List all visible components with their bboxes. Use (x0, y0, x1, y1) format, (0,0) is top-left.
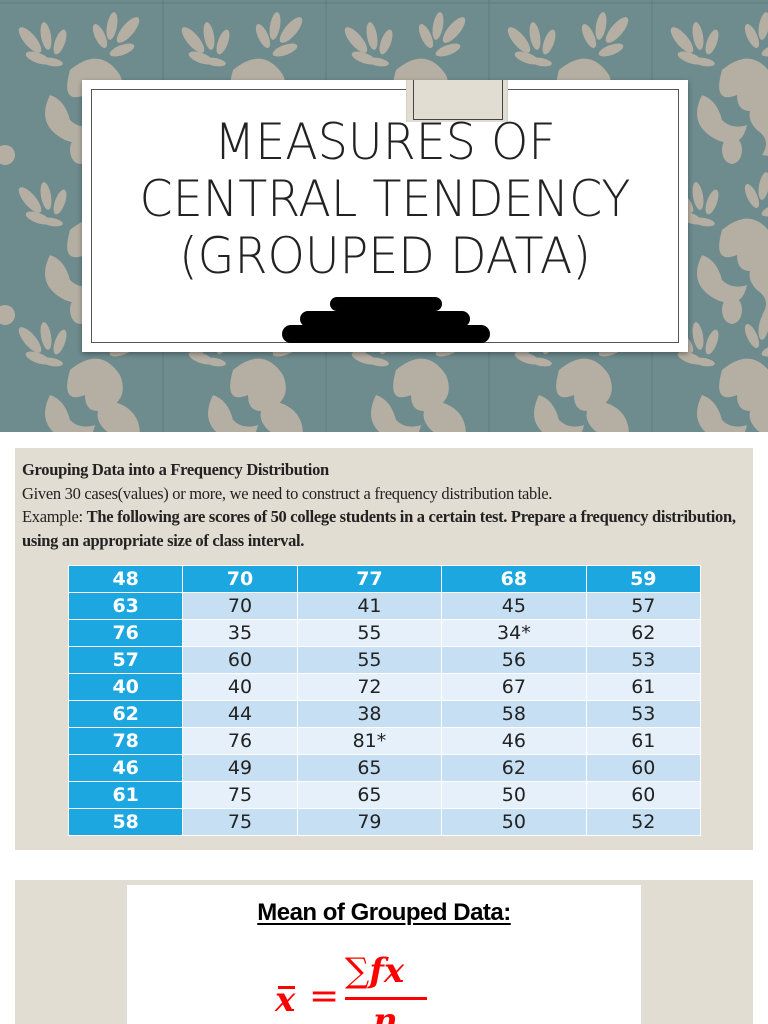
title-tab-decoration (406, 80, 508, 122)
table-cell: 61 (585, 673, 702, 701)
formula-heading: Mean of Grouped Data: (257, 899, 511, 926)
table-cell: 76 (67, 619, 184, 647)
formula-denominator: n (373, 1001, 398, 1024)
table-cell: 38 (296, 700, 443, 728)
table-row: 57 60 55 56 53 (67, 646, 702, 674)
table-cell: 52 (585, 808, 702, 836)
table-cell: 61 (67, 781, 184, 809)
table-cell: 58 (67, 808, 184, 836)
table-row: 61 75 65 50 60 (67, 781, 702, 809)
title-line-2: CENTRAL TENDENCY (139, 170, 631, 228)
table-cell: 60 (182, 646, 298, 674)
table-cell: 46 (441, 727, 587, 755)
table-cell: 40 (182, 673, 298, 701)
table-cell: 68 (441, 565, 587, 593)
table-row: 78 76 81* 46 61 (67, 727, 702, 755)
table-cell: 57 (67, 646, 184, 674)
table-cell: 60 (585, 754, 702, 782)
table-cell: 55 (296, 646, 443, 674)
table-cell: 55 (296, 619, 443, 647)
table-cell: 50 (441, 808, 587, 836)
table-row: 62 44 38 58 53 (67, 700, 702, 728)
table-row: 58 75 79 50 52 (67, 808, 702, 836)
mean-formula-slide: Mean of Grouped Data: x = ∑fx n (15, 880, 753, 1024)
table-cell: 60 (585, 781, 702, 809)
section-heading: Grouping Data into a Frequency Distribut… (22, 460, 329, 479)
table-row: 40 40 72 67 61 (67, 673, 702, 701)
table-cell: 81* (296, 727, 443, 755)
example-label: Example: (22, 507, 87, 526)
example-text: The following are scores of 50 college s… (22, 507, 736, 550)
formula-card: Mean of Grouped Data: x = ∑fx n (127, 885, 641, 1024)
table-cell: 46 (67, 754, 184, 782)
author-redaction (282, 297, 490, 343)
table-cell: 58 (441, 700, 587, 728)
table-cell: 40 (67, 673, 184, 701)
table-cell: 41 (296, 592, 443, 620)
example-paragraph: Example: The following are scores of 50 … (22, 505, 747, 552)
title-line-3: (GROUPED DATA) (179, 227, 591, 285)
table-cell: 53 (585, 700, 702, 728)
table-cell: 44 (182, 700, 298, 728)
table-cell: 59 (585, 565, 702, 593)
intro-text: Grouping Data into a Frequency Distribut… (22, 458, 747, 552)
table-cell: 79 (296, 808, 443, 836)
table-cell: 70 (182, 565, 298, 593)
scores-table: 48 70 77 68 59 63 70 41 45 57 76 35 55 3… (67, 565, 702, 836)
table-cell: 53 (585, 646, 702, 674)
intro-line: Given 30 cases(values) or more, we need … (22, 483, 553, 503)
table-row: 76 35 55 34* 62 (67, 619, 702, 647)
table-cell: 62 (67, 700, 184, 728)
table-cell: 76 (182, 727, 298, 755)
table-cell: 45 (441, 592, 587, 620)
table-cell: 75 (182, 808, 298, 836)
slide-title: MEASURES OF CENTRAL TENDENCY (GROUPED DA… (97, 114, 673, 285)
sigma-icon: ∑ (345, 951, 370, 991)
table-cell: 34* (441, 619, 587, 647)
table-cell: 50 (441, 781, 587, 809)
table-cell: 78 (67, 727, 184, 755)
table-cell: 62 (441, 754, 587, 782)
table-cell: 49 (182, 754, 298, 782)
equals-sign: = (309, 976, 340, 1017)
mean-formula: x = ∑fx n (275, 951, 445, 1024)
table-cell: 61 (585, 727, 702, 755)
table-cell: 57 (585, 592, 702, 620)
title-line-1: MEASURES OF (214, 113, 556, 171)
title-slide: MEASURES OF CENTRAL TENDENCY (GROUPED DA… (0, 0, 768, 432)
frequency-distribution-slide: Grouping Data into a Frequency Distribut… (15, 448, 753, 850)
table-row: 46 49 65 62 60 (67, 754, 702, 782)
table-cell: 70 (182, 592, 298, 620)
formula-numerator: ∑fx (345, 951, 405, 991)
table-cell: 56 (441, 646, 587, 674)
table-row: 63 70 41 45 57 (67, 592, 702, 620)
table-cell: 75 (182, 781, 298, 809)
fraction-bar (345, 997, 427, 1000)
table-cell: 77 (296, 565, 443, 593)
table-cell: 67 (441, 673, 587, 701)
table-cell: 48 (67, 565, 184, 593)
table-cell: 62 (585, 619, 702, 647)
table-cell: 72 (296, 673, 443, 701)
table-cell: 65 (296, 781, 443, 809)
table-cell: 63 (67, 592, 184, 620)
x-bar-symbol: x (275, 980, 296, 1020)
table-row: 48 70 77 68 59 (67, 565, 702, 593)
table-cell: 35 (182, 619, 298, 647)
title-card: MEASURES OF CENTRAL TENDENCY (GROUPED DA… (82, 80, 688, 352)
table-cell: 65 (296, 754, 443, 782)
